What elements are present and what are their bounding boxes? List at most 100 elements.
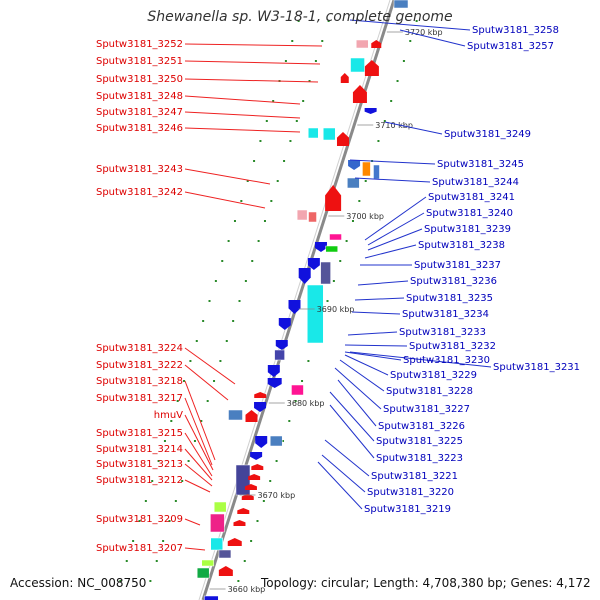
- kbp-label: 3670 kbp: [257, 491, 295, 500]
- gene-label-left: Sputw3181_3224: [96, 343, 183, 354]
- gene-label-right: Sputw3181_3236: [410, 276, 497, 287]
- guide-dot: [396, 80, 399, 82]
- gene-labels: Sputw3181_3252 Sputw3181_3251 Sputw3181_32…: [96, 25, 580, 554]
- leader-line-right: [351, 311, 401, 315]
- guide-dot: [157, 460, 160, 462]
- leader-line-right: [334, 367, 382, 410]
- guide-dot: [214, 280, 217, 282]
- gene-label-right: Sputw3181_3228: [386, 386, 473, 397]
- guide-dot: [283, 160, 286, 162]
- leader-line-right: [344, 351, 402, 361]
- guide-dot: [119, 580, 122, 582]
- gene-label-right: Sputw3181_3226: [378, 421, 465, 432]
- guide-dot: [332, 280, 335, 282]
- gene-box: [218, 549, 232, 559]
- gene-box: [329, 233, 342, 241]
- gene-box: [350, 57, 365, 73]
- guide-dot: [270, 200, 273, 202]
- gene-label-left: Sputw3181_3218: [96, 376, 183, 387]
- gene-arrow-forward: [336, 132, 349, 146]
- guide-dot: [377, 140, 380, 142]
- gene-box: [201, 559, 215, 567]
- guide-dot: [132, 540, 135, 542]
- gene-label-right: Sputw3181_3237: [414, 260, 501, 271]
- guide-dot: [183, 380, 186, 382]
- leader-line-right: [321, 454, 366, 493]
- gene-arrow-reverse: [255, 436, 268, 448]
- gene-box: [320, 261, 331, 285]
- guide-dot: [289, 140, 292, 142]
- topology-text: Topology: circular; Length: 4,708,380 bp…: [261, 576, 591, 590]
- guide-dot: [383, 120, 386, 122]
- gene-arrow-reverse: [275, 340, 288, 350]
- gene-arrow-reverse: [250, 452, 263, 460]
- gene-label-right: Sputw3181_3239: [424, 224, 511, 235]
- gene-arrow-forward: [364, 60, 379, 76]
- gene-label-right: Sputw3181_3244: [432, 177, 519, 188]
- kbp-label: 3720 kbp: [405, 28, 443, 37]
- guide-dot: [409, 40, 412, 42]
- guide-dot: [125, 560, 128, 562]
- guide-dot: [202, 320, 205, 322]
- gene-arrow-forward: [352, 85, 367, 103]
- gene-box: [269, 435, 283, 447]
- gene-label-left: Sputw3181_3251: [96, 56, 183, 67]
- leader-line-right: [349, 19, 471, 31]
- guide-dot: [302, 100, 305, 102]
- gene-label-right: Sputw3181_3249: [444, 129, 531, 140]
- gene-arrow-forward: [245, 410, 258, 422]
- guide-dot: [187, 460, 190, 462]
- leader-line-right: [347, 331, 398, 336]
- gene-label-left: Sputw3181_3243: [96, 164, 183, 175]
- gene-label-right: Sputw3181_3258: [472, 25, 559, 36]
- guide-dot: [155, 560, 158, 562]
- guide-dot: [288, 420, 291, 422]
- kbp-label: 3710 kbp: [375, 121, 413, 130]
- leader-line-right: [329, 391, 375, 442]
- leader-line-right: [337, 379, 377, 427]
- gene-label-right: Sputw3181_3232: [409, 341, 496, 352]
- leader-line-right: [339, 359, 385, 392]
- gene-label-right: Sputw3181_3225: [376, 436, 463, 447]
- gene-features: [196, 0, 409, 600]
- gene-label-right: Sputw3181_3227: [383, 404, 470, 415]
- gene-box: [308, 127, 319, 139]
- gene-label-right: Sputw3181_3230: [403, 355, 490, 366]
- gene-arrow-reverse: [288, 300, 301, 314]
- position-marks: 3720 kbp 3710 kbp 3700 kbp 3690 kbp 3680 kbp…: [209, 28, 443, 594]
- gene-arrow-reverse: [348, 160, 361, 170]
- gene-box: [347, 177, 360, 189]
- leader-line-right: [324, 439, 370, 477]
- gene-box: [196, 567, 210, 579]
- guide-dot: [208, 300, 211, 302]
- gene-label-right: Sputw3181_3231: [493, 362, 580, 373]
- gene-box: [323, 127, 336, 141]
- guide-dot: [250, 540, 253, 542]
- leader-line-left: [184, 111, 301, 119]
- leader-line-right: [354, 177, 431, 183]
- gene-arrow-forward: [233, 520, 246, 526]
- gene-label-left: Sputw3181_3222: [96, 360, 183, 371]
- gene-label-left: Sputw3181_3252: [96, 39, 183, 50]
- leader-line-right: [344, 344, 408, 347]
- guide-dot: [301, 380, 304, 382]
- guide-dot: [364, 180, 367, 182]
- map-title: Shewanella sp. W3-18-1, complete genome: [147, 9, 453, 25]
- guide-dot: [358, 200, 361, 202]
- guide-dot: [307, 360, 310, 362]
- gene-box: [307, 284, 324, 344]
- leader-line-left: [184, 347, 236, 385]
- gene-arrow-reverse: [307, 258, 320, 270]
- leader-line-left: [184, 448, 213, 481]
- gene-arrow-reverse: [267, 365, 280, 377]
- guide-dot: [195, 340, 198, 342]
- gene-arrow-forward: [325, 185, 342, 211]
- gene-label-left: Sputw3181_3242: [96, 187, 183, 198]
- leader-line-right: [329, 404, 375, 459]
- gene-box: [274, 349, 285, 361]
- guide-dot: [326, 300, 329, 302]
- guide-dot: [308, 80, 311, 82]
- gene-label-right: Sputw3181_3219: [364, 504, 451, 515]
- guide-dot: [238, 300, 241, 302]
- leader-line-left: [184, 479, 211, 493]
